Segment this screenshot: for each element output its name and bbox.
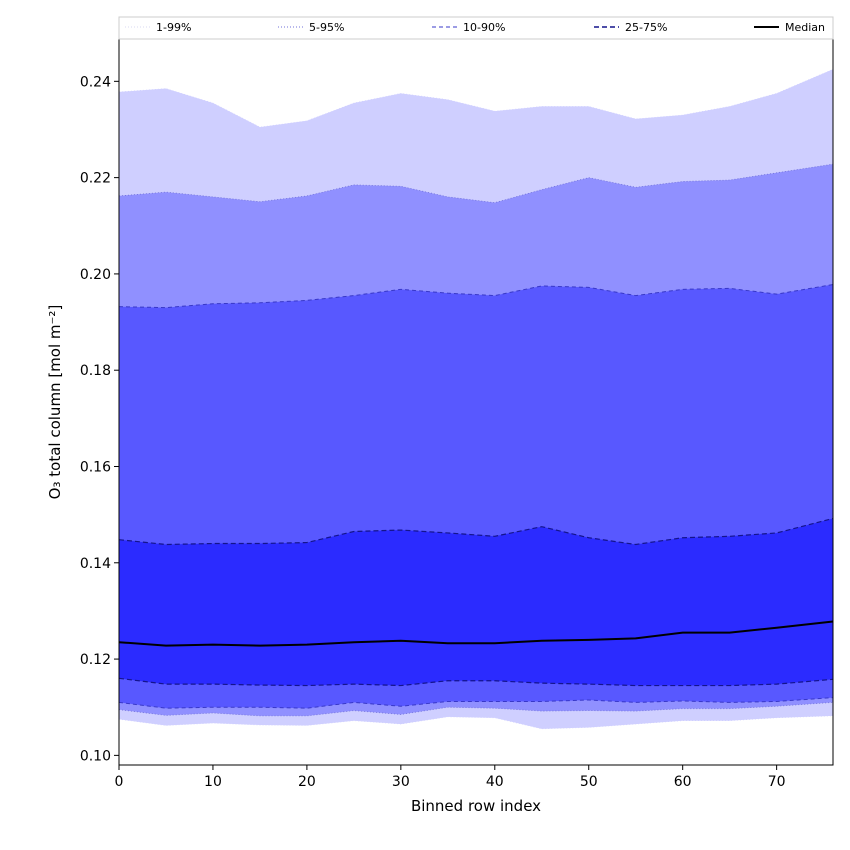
legend-label: 10-90% xyxy=(463,21,505,34)
legend-label: 1-99% xyxy=(156,21,191,34)
y-tick-label: 0.12 xyxy=(80,652,111,668)
x-tick-label: 50 xyxy=(580,774,598,790)
legend: 1-99% 5-95% 10-90% 25-75% Median xyxy=(118,16,834,40)
band-edge-10-90%-lower xyxy=(118,697,834,709)
y-tick-label: 0.24 xyxy=(80,74,111,90)
band-edge-25-75%-lower xyxy=(118,677,834,687)
band-edge-5-95%-lower xyxy=(118,702,834,717)
x-axis-label: Binned row index xyxy=(411,797,541,815)
y-tick-label: 0.16 xyxy=(80,459,111,475)
legend-label: 25-75% xyxy=(625,21,667,34)
band-edge-25-75%-upper xyxy=(118,517,834,546)
y-tick-label: 0.22 xyxy=(80,171,111,187)
y-axis-ticks: 0.10 0.12 0.14 0.16 0.18 0.20 0.22 0.24 xyxy=(80,74,119,764)
band-edge-5-95%-upper xyxy=(118,163,834,204)
legend-box xyxy=(118,16,834,40)
x-tick-label: 20 xyxy=(298,774,316,790)
band-edge-10-90%-upper xyxy=(118,284,834,309)
y-tick-label: 0.10 xyxy=(80,748,111,764)
x-tick-label: 70 xyxy=(768,774,786,790)
y-tick-label: 0.20 xyxy=(80,267,111,283)
x-tick-label: 10 xyxy=(204,774,222,790)
x-tick-label: 30 xyxy=(392,774,410,790)
band-edge-1-99%-lower xyxy=(118,715,834,730)
x-axis-ticks: 0 10 20 30 40 50 60 70 xyxy=(115,765,786,790)
x-tick-label: 0 xyxy=(115,774,124,790)
y-tick-label: 0.14 xyxy=(80,556,111,572)
x-tick-label: 40 xyxy=(486,774,504,790)
band-25-75% xyxy=(119,518,833,686)
median-line xyxy=(118,620,834,647)
x-tick-label: 60 xyxy=(674,774,692,790)
y-tick-label: 0.18 xyxy=(80,363,111,379)
band-edges-layer xyxy=(118,69,834,730)
legend-label: 5-95% xyxy=(309,21,344,34)
legend-label: Median xyxy=(785,21,825,34)
y-axis-label: O₃ total column [mol m⁻²] xyxy=(46,305,64,500)
bands-layer xyxy=(119,69,833,729)
band-edge-1-99%-upper xyxy=(118,69,834,128)
